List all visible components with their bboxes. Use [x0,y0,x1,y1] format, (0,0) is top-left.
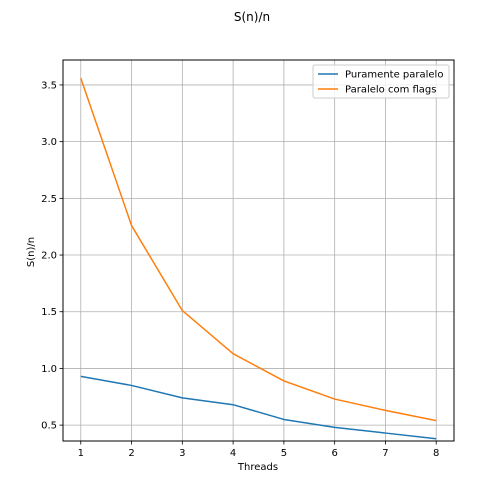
y-tick-label: 1.0 [41,364,57,375]
y-axis: 0.5 1.0 1.5 2.0 2.5 3.0 3.5 [41,80,63,431]
x-tick-label: 8 [433,448,439,459]
x-tick-label: 2 [128,448,134,459]
x-tick-label: 6 [331,448,337,459]
x-tick-label: 4 [230,448,236,459]
series-line-1 [81,78,436,420]
x-tick-label: 1 [78,448,84,459]
y-tick-label: 2.0 [41,251,57,262]
legend-label-puramente-paralelo: Puramente paralelo [345,70,443,81]
y-tick-label: 0.5 [41,421,57,432]
y-tick-label: 3.0 [41,137,57,148]
legend-label-paralelo-com-flags: Paralelo com flags [345,85,436,96]
x-axis-label: Threads [237,462,278,473]
x-tick-label: 5 [281,448,287,459]
x-axis: 1 2 3 4 5 6 7 8 [78,441,440,459]
x-tick-label: 3 [179,448,185,459]
series-lines [81,78,436,439]
series-line-0 [81,376,436,438]
y-tick-label: 3.5 [41,80,57,91]
y-axis-label: S(n)/n [26,237,37,267]
chart-title: S(n)/n [234,10,270,24]
x-tick-label: 7 [382,448,388,459]
y-tick-label: 1.5 [41,307,57,318]
y-tick-label: 2.5 [41,194,57,205]
legend: Puramente paralelo Paralelo com flags [313,65,449,98]
